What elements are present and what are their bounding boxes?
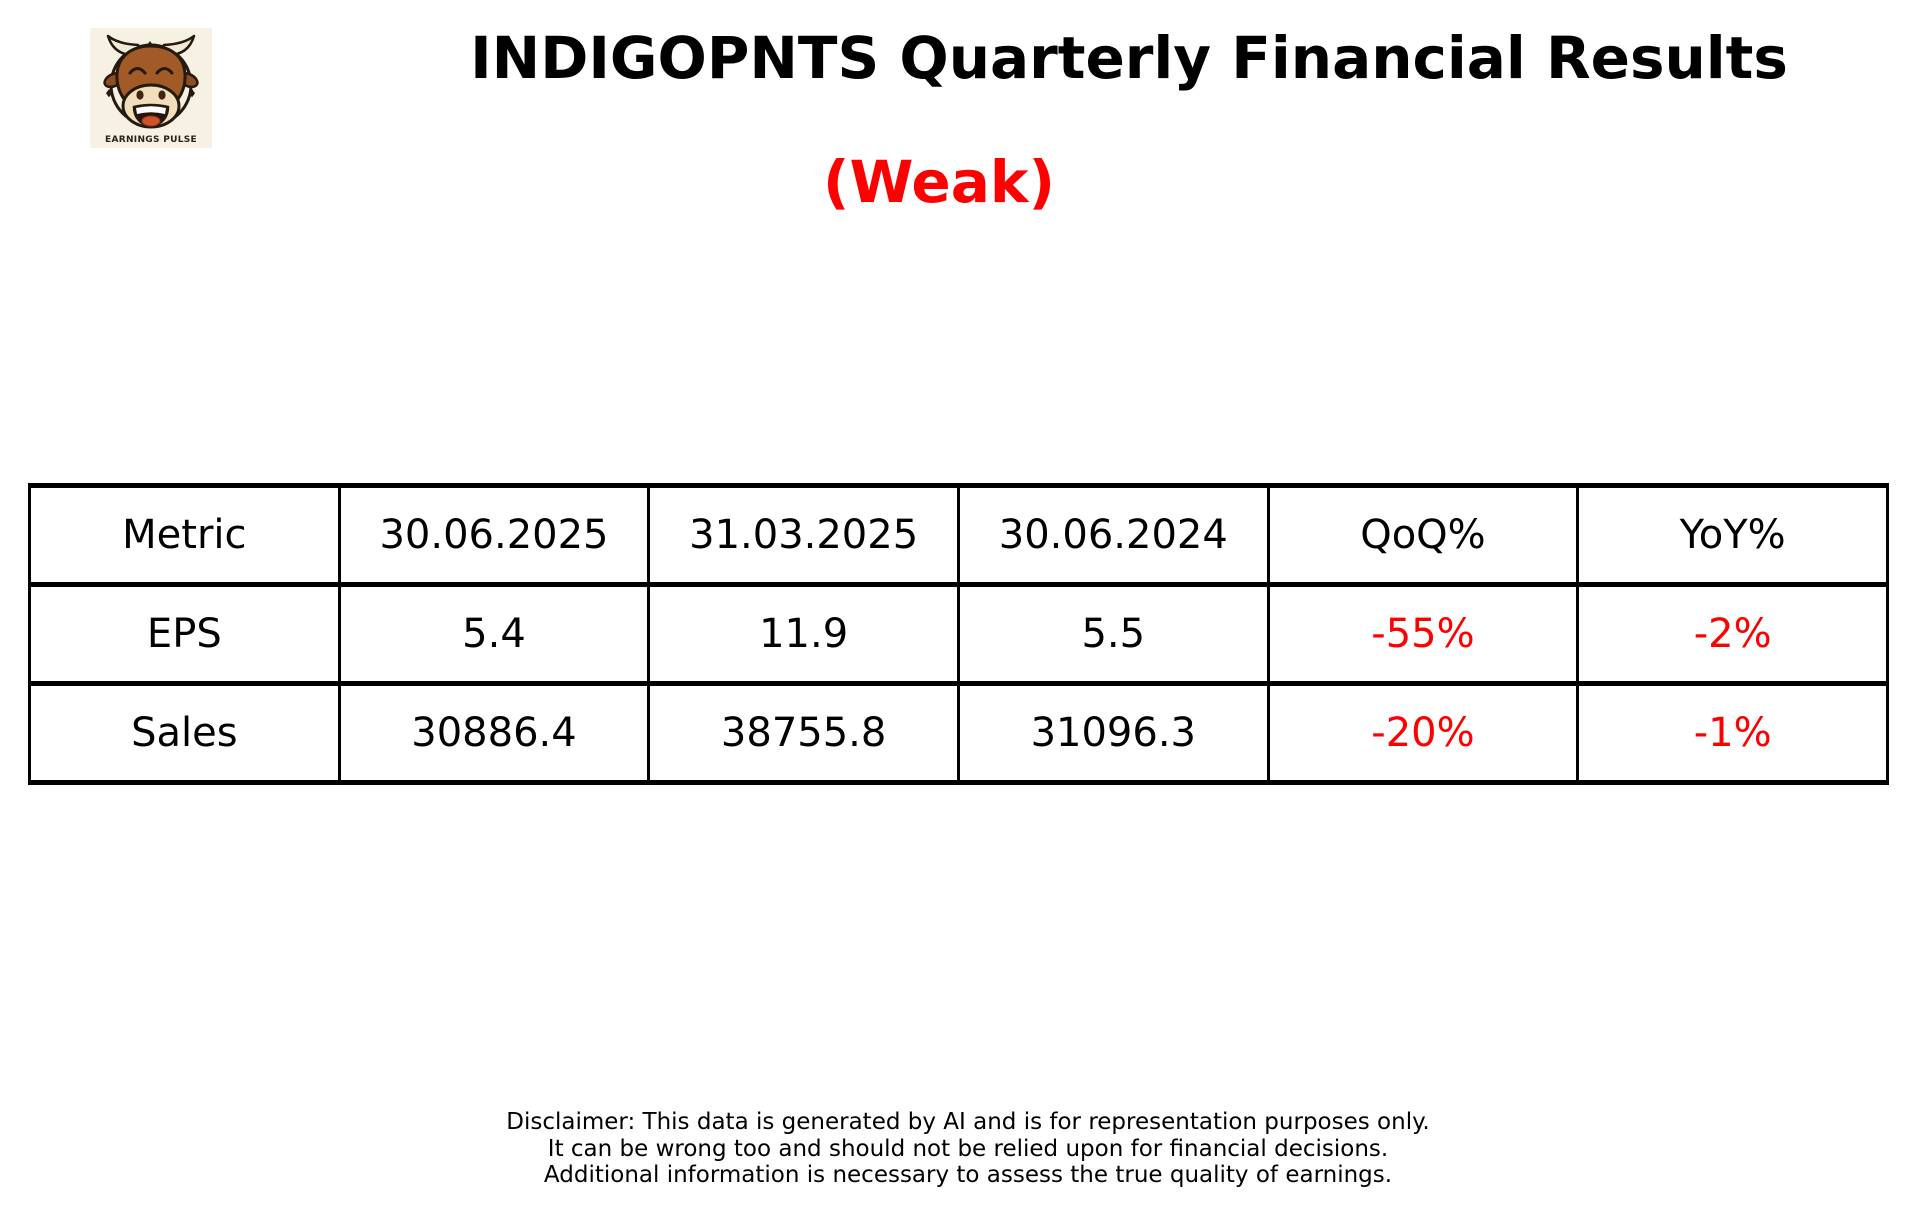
col-header-qoq: QoQ% [1266, 483, 1580, 587]
yoy-cell: -2% [1576, 582, 1889, 686]
value-cell: 5.4 [337, 582, 651, 686]
header-row: Metric 30.06.2025 31.03.2025 30.06.2024 … [28, 483, 1889, 587]
value-cell: 38755.8 [647, 681, 960, 785]
value-cell: 30886.4 [337, 681, 651, 785]
disclaimer-line: It can be wrong too and should not be re… [547, 1135, 1389, 1162]
page-title: INDIGOPNTS Quarterly Financial Results [470, 24, 1788, 92]
value-cell: 11.9 [647, 582, 960, 686]
value-cell: 5.5 [956, 582, 1270, 686]
logo-brand-text: EARNINGS PULSE [105, 135, 197, 145]
qoq-cell: -20% [1266, 681, 1580, 785]
col-header-yoy: YoY% [1576, 483, 1889, 587]
results-table: Metric 30.06.2025 31.03.2025 30.06.2024 … [28, 483, 1889, 785]
col-header-q-current: 30.06.2025 [337, 483, 651, 587]
col-header-metric: Metric [28, 483, 341, 587]
yoy-cell: -1% [1576, 681, 1889, 785]
metric-cell: EPS [28, 582, 341, 686]
metric-cell: Sales [28, 681, 341, 785]
table-row-sales: Sales 30886.4 38755.8 31096.3 -20% -1% [28, 681, 1889, 785]
col-header-q-year-ago: 30.06.2024 [956, 483, 1270, 587]
earnings-pulse-logo: EARNINGS PULSE [90, 28, 212, 148]
table-row-eps: EPS 5.4 11.9 5.5 -55% -2% [28, 582, 1889, 686]
bull-icon [90, 28, 212, 148]
disclaimer: Disclaimer: This data is generated by AI… [506, 1109, 1429, 1189]
qoq-cell: -55% [1266, 582, 1580, 686]
col-header-q-previous: 31.03.2025 [647, 483, 960, 587]
verdict-label: (Weak) [823, 148, 1055, 216]
disclaimer-line: Disclaimer: This data is generated by AI… [506, 1109, 1430, 1135]
disclaimer-line: Additional information is necessary to a… [543, 1162, 1393, 1188]
value-cell: 31096.3 [956, 681, 1270, 785]
